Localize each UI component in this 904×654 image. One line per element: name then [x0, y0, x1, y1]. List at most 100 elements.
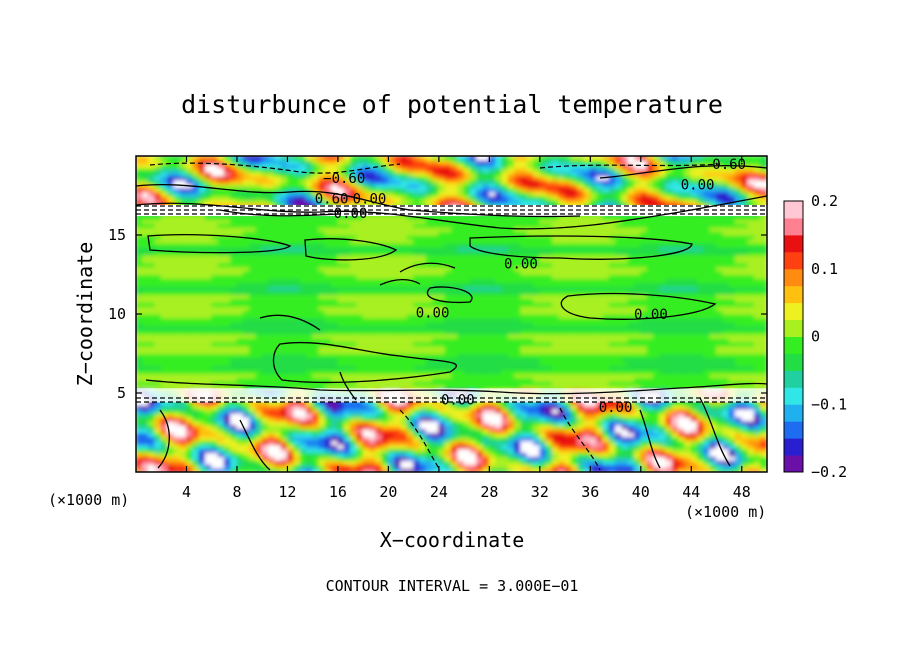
- heatmap-cell: [400, 163, 409, 169]
- heatmap-cell: [507, 171, 516, 177]
- heatmap-cell: [400, 191, 409, 197]
- heatmap-cell: [368, 353, 377, 359]
- heatmap-cell: [476, 285, 484, 291]
- heatmap-cell: [198, 214, 207, 220]
- heatmap-cell: [230, 175, 238, 181]
- heatmap-cell: [343, 167, 352, 173]
- heatmap-cell: [381, 329, 390, 335]
- heatmap-cell: [463, 329, 472, 335]
- heatmap-cell: [324, 218, 333, 224]
- heatmap-cell: [286, 246, 295, 252]
- heatmap-cell: [141, 156, 150, 161]
- heatmap-cell: [343, 183, 352, 189]
- heatmap-cell: [167, 242, 175, 248]
- heatmap-cell: [400, 353, 409, 359]
- heatmap-cell: [312, 463, 320, 469]
- heatmap-cell: [204, 277, 213, 284]
- heatmap-cell: [514, 258, 522, 264]
- heatmap-cell: [324, 156, 333, 161]
- heatmap-cell: [482, 313, 491, 319]
- heatmap-cell: [451, 270, 459, 276]
- heatmap-cell: [167, 250, 175, 256]
- heatmap-cell: [375, 341, 383, 347]
- heatmap-cell: [255, 289, 263, 295]
- heatmap-cell: [185, 451, 194, 457]
- heatmap-cell: [249, 293, 257, 299]
- heatmap-cell: [230, 218, 238, 224]
- heatmap-cell: [476, 459, 484, 465]
- heatmap-cell: [154, 333, 162, 339]
- heatmap-cell: [432, 191, 440, 197]
- heatmap-cell: [318, 325, 326, 331]
- heatmap-cell: [368, 439, 377, 446]
- heatmap-cell: [514, 439, 522, 446]
- heatmap-cell: [331, 309, 339, 315]
- heatmap-cell: [204, 226, 213, 232]
- heatmap-cell: [204, 345, 213, 351]
- heatmap-cell: [362, 325, 371, 331]
- heatmap-cell: [451, 467, 459, 472]
- heatmap-cell: [312, 455, 320, 461]
- heatmap-cell: [255, 439, 263, 446]
- heatmap-cell: [368, 195, 377, 201]
- heatmap-cell: [198, 266, 207, 272]
- heatmap-cell: [179, 432, 188, 438]
- heatmap-cell: [520, 360, 528, 367]
- heatmap-cell: [192, 301, 200, 307]
- heatmap-cell: [495, 412, 503, 418]
- heatmap-cell: [230, 408, 238, 414]
- heatmap-cell: [204, 400, 213, 406]
- heatmap-cell: [136, 337, 144, 343]
- heatmap-cell: [469, 368, 478, 374]
- heatmap-cell: [362, 156, 371, 161]
- heatmap-cell: [167, 463, 175, 469]
- heatmap-cell: [432, 179, 440, 185]
- heatmap-cell: [375, 297, 383, 303]
- heatmap-cell: [457, 175, 465, 181]
- heatmap-cell: [438, 447, 446, 453]
- heatmap-cell: [305, 156, 314, 161]
- heatmap-cell: [413, 313, 421, 319]
- heatmap-cell: [236, 175, 244, 181]
- heatmap-cell: [368, 270, 377, 276]
- heatmap-cell: [438, 163, 446, 169]
- heatmap-cell: [368, 289, 377, 295]
- heatmap-cell: [457, 277, 465, 284]
- heatmap-cell: [293, 380, 301, 386]
- heatmap-cell: [286, 226, 295, 232]
- heatmap-cell: [362, 337, 371, 343]
- heatmap-cell: [286, 463, 295, 469]
- heatmap-cell: [457, 368, 465, 374]
- heatmap-cell: [501, 360, 509, 367]
- heatmap-cell: [167, 451, 175, 457]
- heatmap-cell: [167, 439, 175, 446]
- heatmap-cell: [387, 428, 396, 434]
- heatmap-cell: [457, 412, 465, 418]
- heatmap-cell: [413, 353, 421, 359]
- heatmap-cell: [476, 329, 484, 335]
- heatmap-cell: [438, 191, 446, 197]
- heatmap-cell: [299, 262, 308, 268]
- heatmap-cell: [223, 195, 232, 201]
- heatmap-cell: [331, 341, 339, 347]
- heatmap-cell: [350, 258, 358, 264]
- heatmap-cell: [406, 238, 415, 244]
- heatmap-cell: [211, 443, 219, 449]
- heatmap-cell: [167, 191, 175, 197]
- heatmap-cell: [343, 337, 352, 343]
- heatmap-cell: [211, 277, 219, 284]
- heatmap-cell: [141, 191, 150, 197]
- heatmap-cell: [318, 329, 326, 335]
- heatmap-cell: [356, 416, 364, 422]
- heatmap-cell: [211, 380, 219, 386]
- heatmap-cell: [375, 435, 383, 442]
- heatmap-cell: [394, 424, 402, 430]
- heatmap-cell: [520, 321, 528, 327]
- heatmap-cell: [444, 447, 453, 453]
- heatmap-cell: [299, 266, 308, 272]
- heatmap-cell: [394, 270, 402, 276]
- heatmap-cell: [400, 198, 409, 205]
- heatmap-cell: [204, 455, 213, 461]
- heatmap-cell: [236, 364, 244, 370]
- heatmap-cell: [476, 424, 484, 430]
